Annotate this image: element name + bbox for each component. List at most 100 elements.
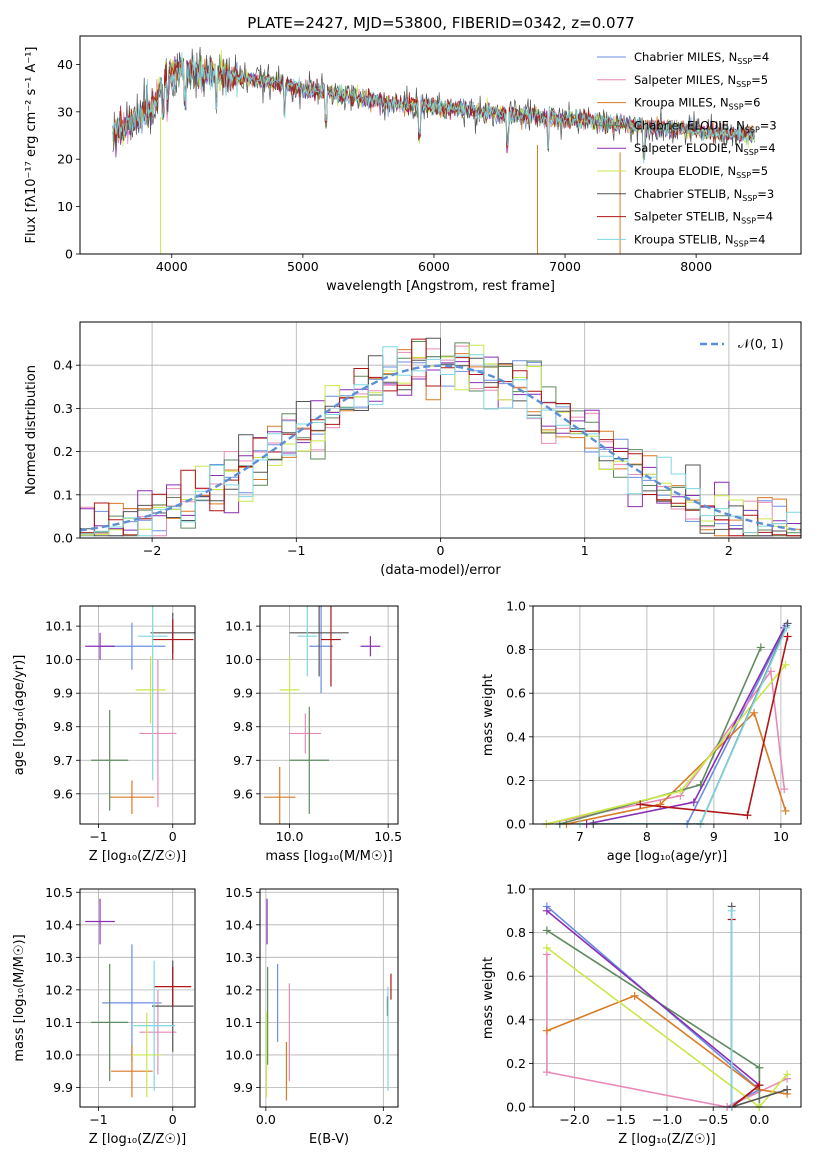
legend-label: Chabrier STELIB, NSSP=3 xyxy=(634,187,774,203)
x-tick-label: −2.0 xyxy=(559,1112,589,1127)
legend-count: =6 xyxy=(744,96,761,110)
errorbar-point xyxy=(111,1045,153,1098)
legend-label: Kroupa ELODIE, NSSP=5 xyxy=(634,164,768,180)
legend-count: =5 xyxy=(751,73,768,87)
legend-count: =4 xyxy=(752,50,769,64)
legend-subscript: SSP xyxy=(744,148,759,157)
weight-line xyxy=(586,627,786,824)
y-tick-label: 9.8 xyxy=(233,719,253,734)
y-axis-label: mass weight xyxy=(481,674,496,756)
weight-marker xyxy=(782,623,791,632)
y-tick-label: 10.4 xyxy=(45,917,73,932)
y-tick-label: 10.1 xyxy=(45,619,73,634)
legend-subscript: SSP xyxy=(745,125,760,134)
x-tick-label: 10.5 xyxy=(374,829,402,844)
y-tick-label: 10.2 xyxy=(45,982,73,997)
x-tick-label: 10 xyxy=(773,829,789,844)
x-tick-label: 0.0 xyxy=(749,1112,769,1127)
weight-marker xyxy=(783,1070,792,1079)
x-tick-label: 2 xyxy=(725,543,733,558)
y-tick-label: 0.6 xyxy=(506,969,526,984)
y-tick-label: 1.0 xyxy=(506,599,526,614)
weight-line xyxy=(546,664,787,824)
errorbar-point xyxy=(289,706,329,814)
axes-frame xyxy=(79,321,802,539)
weight-marker xyxy=(755,1063,764,1072)
y-tick-label: 10.0 xyxy=(45,1047,73,1062)
x-axis-label: Z [log₁₀(Z/Z☉)] xyxy=(89,849,186,864)
y-tick-label: 10.0 xyxy=(45,652,73,667)
weight-marker xyxy=(676,787,685,796)
errorbar-point xyxy=(151,619,194,660)
errorbar-point xyxy=(289,713,322,754)
x-tick-label: 0.2 xyxy=(373,1112,393,1127)
legend: Chabrier MILES, NSSP=4 Salpeter MILES, NS… xyxy=(597,50,777,248)
errorbar-point xyxy=(135,656,166,724)
y-tick-label: 10.5 xyxy=(225,885,253,900)
y-tick-label: 0.4 xyxy=(53,358,73,373)
errorbar-point xyxy=(289,606,349,677)
y-axis-label: Flux [fλ10⁻¹⁷ erg cm⁻² s⁻¹ A⁻¹] xyxy=(24,47,39,244)
legend-count: =4 xyxy=(749,232,766,246)
x-tick-label: 5000 xyxy=(287,259,319,274)
legend-label: Kroupa STELIB, NSSP=4 xyxy=(634,232,765,248)
errorbar-point xyxy=(309,606,333,694)
y-tick-label: 9.8 xyxy=(53,719,73,734)
y-tick-label: 10.1 xyxy=(225,1015,253,1030)
x-tick-label: 8000 xyxy=(680,259,712,274)
legend-subscript: SSP xyxy=(742,194,757,203)
errorbar-point xyxy=(137,606,168,781)
x-tick-label: 8 xyxy=(643,829,651,844)
y-axis-label: age [log₁₀(age/yr)] xyxy=(12,655,27,776)
x-axis-label: mass [log₁₀(M/M☉)] xyxy=(265,849,392,864)
x-tick-label: −1.0 xyxy=(652,1112,682,1127)
legend-subscript: SSP xyxy=(741,217,756,226)
x-tick-label: −2 xyxy=(143,543,161,558)
x-tick-label: 0 xyxy=(169,1112,177,1127)
y-tick-label: 0.4 xyxy=(506,1012,526,1027)
weight-marker xyxy=(689,798,698,807)
legend-subscript: SSP xyxy=(737,57,752,66)
errorbar-point xyxy=(263,766,296,824)
legend-subscript: SSP xyxy=(734,239,749,248)
spectrum-line xyxy=(112,57,755,159)
y-tick-label: 0.8 xyxy=(506,925,526,940)
y-tick-label: 10 xyxy=(57,199,73,214)
errorbar-point xyxy=(85,898,115,945)
x-tick-label: 0 xyxy=(169,829,177,844)
x-axis-label: wavelength [Angstrom, rest frame] xyxy=(326,279,555,294)
histogram-series xyxy=(80,337,801,538)
weight-marker xyxy=(783,619,792,628)
y-tick-label: 0.2 xyxy=(506,1056,526,1071)
y-tick-label: 0.2 xyxy=(53,444,73,459)
weight-marker xyxy=(780,785,789,794)
weight-marker xyxy=(755,1081,764,1090)
legend-label: Chabrier MILES, NSSP=4 xyxy=(634,50,769,66)
y-tick-label: 9.9 xyxy=(53,1080,73,1095)
x-tick-label: 7000 xyxy=(549,259,581,274)
residuals-panel: −2 −1 0 1 2 0.0 0.1 0.2 0.3 0.4 (data-model)/error… xyxy=(24,321,802,578)
axes-frame xyxy=(259,605,399,825)
x-tick-label: 6000 xyxy=(418,259,450,274)
weight-marker xyxy=(542,926,551,935)
weight-marker xyxy=(727,906,736,915)
figure-title: PLATE=2427, MJD=53800, FIBERID=0342, z=0… xyxy=(247,14,634,32)
axes-frame xyxy=(532,888,802,1108)
errorbar-point xyxy=(109,780,155,814)
y-tick-label: 10.1 xyxy=(45,1015,73,1030)
y-tick-label: 10.5 xyxy=(45,885,73,900)
legend-label: Kroupa MILES, NSSP=6 xyxy=(634,96,760,112)
errorbar-point xyxy=(139,659,177,808)
y-axis-label: Normed distribution xyxy=(24,365,39,495)
y-tick-label: 9.6 xyxy=(233,786,253,801)
legend-count: =3 xyxy=(760,118,777,132)
x-axis-label: (data-model)/error xyxy=(380,563,501,578)
errorbar-point xyxy=(360,636,381,657)
y-tick-label: 40 xyxy=(57,57,73,72)
errorbar-point xyxy=(154,967,192,1007)
histogram-series xyxy=(80,338,801,538)
legend-label: Chabrier ELODIE, NSSP=3 xyxy=(634,118,777,134)
y-tick-label: 9.9 xyxy=(233,1080,253,1095)
y-tick-label: 10.3 xyxy=(45,950,73,965)
